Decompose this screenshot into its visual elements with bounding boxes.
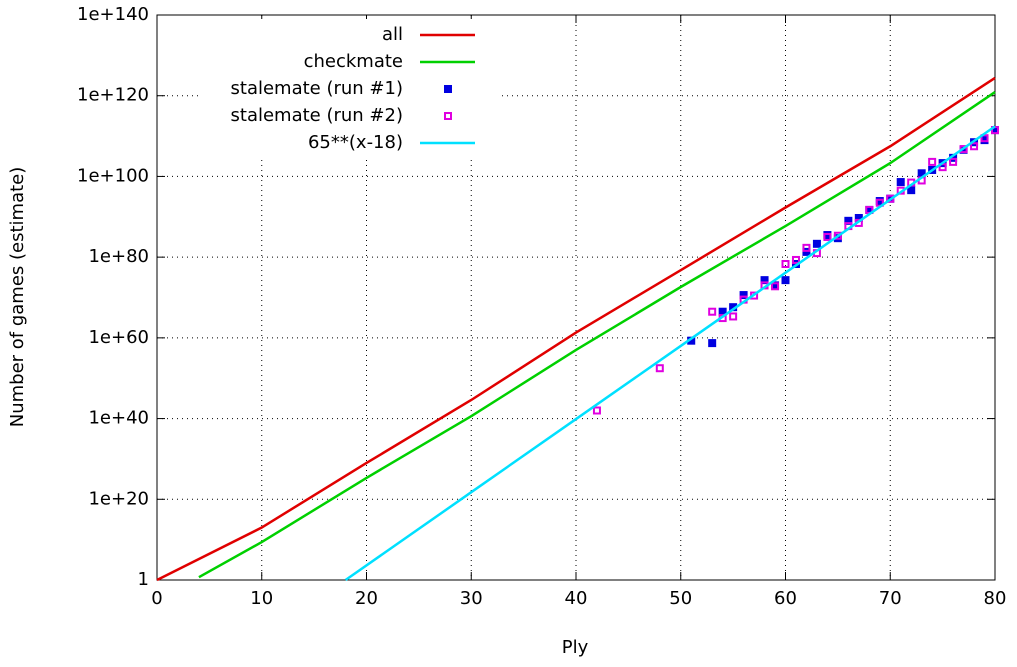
y-tick-label: 1e+140 (77, 4, 149, 25)
point (833, 231, 842, 240)
legend-label: 65**(x-18) (308, 132, 403, 153)
x-axis-label: Ply (562, 637, 589, 658)
x-tick-label: 40 (565, 588, 588, 609)
point (949, 157, 958, 166)
point (949, 153, 958, 162)
point (739, 291, 748, 300)
series-line (156, 76, 996, 582)
x-tick-label: 10 (250, 588, 273, 609)
legend-label: all (382, 24, 403, 45)
legend-label: stalemate (run #1) (231, 78, 403, 99)
legend-label: stalemate (run #2) (231, 105, 403, 126)
point (729, 312, 738, 321)
point (760, 276, 769, 285)
point (875, 197, 884, 206)
point (729, 303, 738, 312)
point (655, 364, 664, 373)
y-tick-label: 1 (138, 569, 149, 590)
x-tick-label: 50 (669, 588, 692, 609)
point (823, 232, 832, 241)
point (708, 307, 717, 316)
point (928, 157, 937, 166)
x-tick-label: 80 (984, 588, 1007, 609)
point (771, 282, 780, 291)
point (687, 336, 696, 345)
legend-marker (444, 112, 452, 120)
y-tick-label: 1e+120 (77, 85, 149, 106)
y-axis-label: Number of games (estimate) (7, 167, 28, 428)
point (865, 205, 874, 214)
plot-frame (156, 14, 996, 581)
point (907, 186, 916, 195)
legend-label: checkmate (304, 51, 403, 72)
point (771, 281, 780, 290)
point (781, 259, 790, 268)
x-tick-label: 20 (355, 588, 378, 609)
series-line (198, 91, 996, 579)
x-tick-label: 30 (460, 588, 483, 609)
point (592, 406, 601, 415)
y-tick-label: 1e+20 (88, 488, 149, 509)
point (802, 243, 811, 252)
point (844, 216, 853, 225)
point (896, 178, 905, 187)
legend-marker (444, 85, 452, 93)
point (791, 255, 800, 264)
point (980, 136, 989, 145)
point (802, 247, 811, 256)
point (823, 231, 832, 240)
y-tick-label: 1e+100 (77, 165, 149, 186)
x-tick-label: 60 (774, 588, 797, 609)
x-tick-label: 0 (151, 588, 162, 609)
y-tick-label: 1e+80 (88, 246, 149, 267)
point (917, 169, 926, 178)
point (991, 126, 999, 135)
point (718, 307, 727, 316)
y-tick-label: 1e+40 (88, 408, 149, 429)
x-tick-label: 70 (879, 588, 902, 609)
point (854, 214, 863, 223)
point (781, 276, 790, 285)
series-line (344, 125, 996, 582)
point (970, 142, 979, 151)
point (812, 239, 821, 248)
point (708, 339, 717, 348)
y-tick-label: 1e+60 (88, 327, 149, 348)
